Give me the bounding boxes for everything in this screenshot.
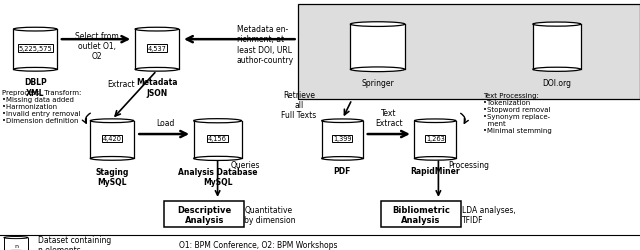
Text: 4,156: 4,156 bbox=[208, 136, 227, 142]
Bar bbox=[532, 25, 581, 70]
Ellipse shape bbox=[194, 157, 242, 161]
Text: Bibliometric
Analysis: Bibliometric Analysis bbox=[392, 205, 450, 224]
Text: Quantitative
by dimension: Quantitative by dimension bbox=[244, 205, 296, 224]
FancyBboxPatch shape bbox=[381, 201, 461, 228]
Text: Metadata
JSON: Metadata JSON bbox=[136, 78, 177, 98]
Ellipse shape bbox=[135, 28, 179, 32]
Ellipse shape bbox=[415, 120, 456, 123]
Text: Extract: Extract bbox=[107, 79, 134, 88]
Text: 5,225,575: 5,225,575 bbox=[19, 46, 52, 52]
Text: Descriptive
Analysis: Descriptive Analysis bbox=[177, 205, 232, 224]
Bar bbox=[135, 30, 179, 70]
FancyBboxPatch shape bbox=[298, 5, 640, 100]
FancyBboxPatch shape bbox=[164, 201, 244, 228]
Bar bbox=[13, 30, 57, 70]
Text: Analysis Database
MySQL: Analysis Database MySQL bbox=[178, 167, 257, 186]
Ellipse shape bbox=[90, 157, 134, 160]
Bar bbox=[351, 25, 404, 70]
Ellipse shape bbox=[135, 68, 179, 72]
Text: Metadata en-
richment, at
least DOI, URL
author-country: Metadata en- richment, at least DOI, URL… bbox=[237, 25, 294, 65]
Ellipse shape bbox=[322, 120, 364, 123]
Text: DBLP
XML: DBLP XML bbox=[24, 78, 47, 98]
Ellipse shape bbox=[532, 68, 581, 72]
Ellipse shape bbox=[351, 68, 404, 72]
Text: Queries: Queries bbox=[230, 160, 260, 170]
Text: n: n bbox=[14, 243, 18, 248]
Text: Staging
MySQL: Staging MySQL bbox=[95, 167, 129, 186]
Text: PDF: PDF bbox=[333, 167, 351, 176]
Bar bbox=[415, 121, 456, 159]
Text: RapidMiner: RapidMiner bbox=[410, 167, 460, 176]
Text: 1,399: 1,399 bbox=[333, 136, 351, 142]
Ellipse shape bbox=[4, 236, 28, 239]
Text: Load: Load bbox=[156, 118, 174, 128]
Text: DOI.org: DOI.org bbox=[542, 78, 572, 87]
Text: LDA analyses,
TFIDF: LDA analyses, TFIDF bbox=[462, 205, 516, 224]
Text: 4,420: 4,420 bbox=[102, 136, 122, 142]
Ellipse shape bbox=[90, 120, 134, 123]
Ellipse shape bbox=[322, 157, 364, 160]
Text: 4,537: 4,537 bbox=[147, 46, 166, 52]
Text: Retrieve
all
Full Texts: Retrieve all Full Texts bbox=[281, 90, 317, 120]
Text: Processing: Processing bbox=[448, 160, 489, 170]
Ellipse shape bbox=[415, 157, 456, 160]
Bar bbox=[322, 121, 364, 159]
Ellipse shape bbox=[351, 23, 404, 27]
Text: O1: BPM Conference, O2: BPM Workshops: O1: BPM Conference, O2: BPM Workshops bbox=[179, 240, 338, 249]
Bar bbox=[90, 121, 134, 159]
Text: Select from
outlet O1,
O2: Select from outlet O1, O2 bbox=[76, 32, 119, 61]
Ellipse shape bbox=[532, 23, 581, 27]
Bar bbox=[194, 121, 242, 159]
Text: Preprocess, Transform:
•Missing data added
•Harmonization
•Invalid entry removal: Preprocess, Transform: •Missing data add… bbox=[2, 90, 81, 124]
Ellipse shape bbox=[194, 119, 242, 123]
Text: Dataset containing
n elements: Dataset containing n elements bbox=[38, 235, 111, 250]
Bar bbox=[4, 238, 28, 250]
Text: 1,263: 1,263 bbox=[426, 136, 445, 142]
Ellipse shape bbox=[13, 28, 57, 32]
Text: Springer: Springer bbox=[361, 78, 394, 88]
Text: Text Processing:
•Tokenization
•Stopword removal
•Synonym replace-
  ment
•Minim: Text Processing: •Tokenization •Stopword… bbox=[483, 92, 552, 133]
Ellipse shape bbox=[13, 68, 57, 72]
Text: Text
Extract: Text Extract bbox=[375, 108, 403, 128]
